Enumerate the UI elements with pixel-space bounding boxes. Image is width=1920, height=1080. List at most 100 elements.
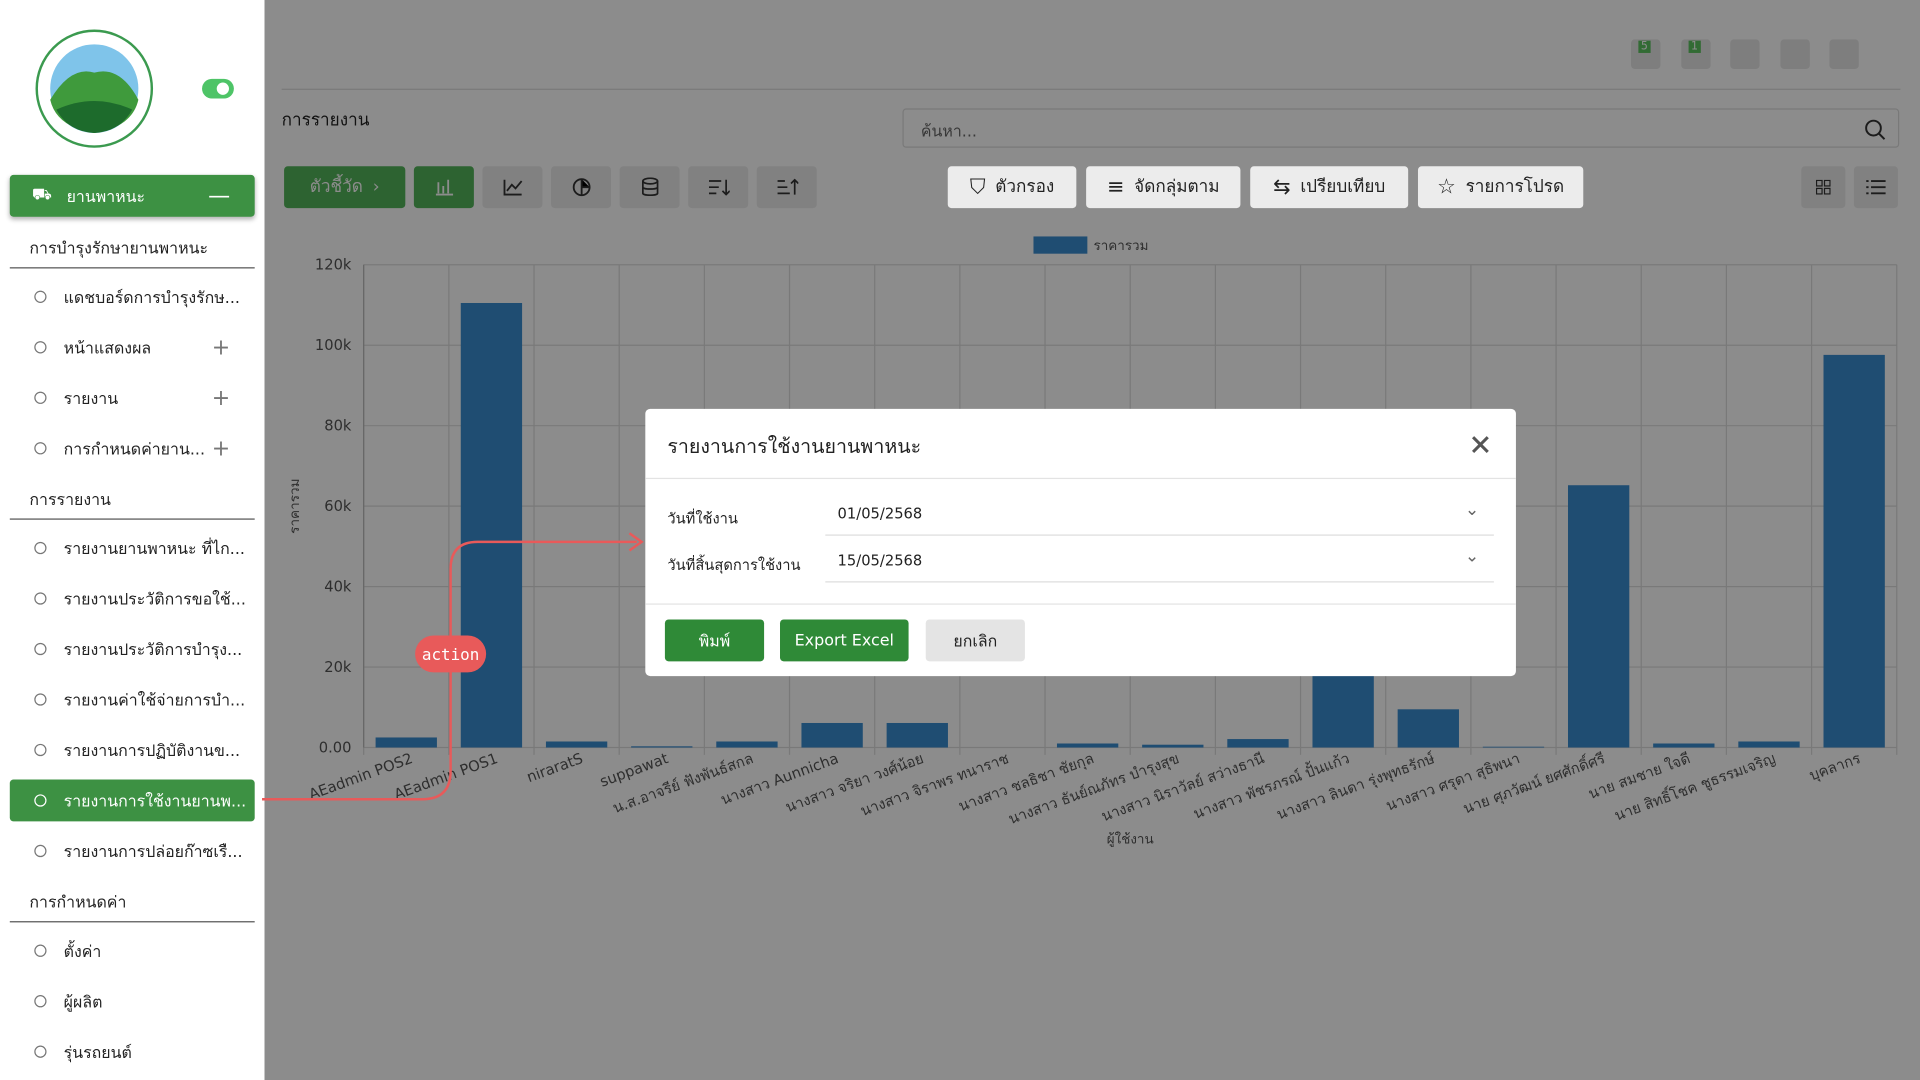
field-value: 01/05/2568 xyxy=(837,504,923,523)
y-tick-label: 40k xyxy=(324,578,352,595)
menu-item[interactable]: แดชบอร์ดการบำรุงรักษ... xyxy=(10,276,255,318)
label: ยกเลิก xyxy=(953,632,998,651)
menu-item[interactable]: รายงานค่าใช้จ่ายการบำ... xyxy=(10,679,255,721)
y-tick-label: 80k xyxy=(324,418,352,435)
toolbar-button[interactable]: ☆ รายการโปรด xyxy=(1417,166,1584,209)
legend-label: ราคารวม xyxy=(1093,238,1148,254)
x-axis-label: ผู้ใช้งาน xyxy=(1107,831,1154,848)
date-field[interactable]: 15/05/2568 ⌄ xyxy=(825,544,1494,583)
expand[interactable]: + xyxy=(211,384,231,411)
bar xyxy=(886,722,948,748)
icon-button[interactable] xyxy=(1829,39,1859,69)
indicator-button[interactable]: ตัวชี้วัด › xyxy=(284,166,406,209)
y-tick-label: 120k xyxy=(315,257,352,274)
menu-item-label: รายงานยานพาหนะ ที่ไก... xyxy=(63,540,245,559)
notify[interactable]: 5 xyxy=(1631,39,1661,69)
menu-item-label: รายงานการปล่อยก๊าซเรื... xyxy=(63,842,243,862)
icon: ☆ xyxy=(1437,174,1456,200)
menu-item[interactable]: ผู้ผลิต xyxy=(10,980,255,1022)
menu-header[interactable]: ⛟ ยานพาหนะ — xyxy=(9,174,255,217)
menu-item[interactable]: การกำหนดค่ายาน... + xyxy=(10,427,255,469)
db-view[interactable] xyxy=(619,166,680,209)
bar xyxy=(1482,746,1545,748)
bullet xyxy=(34,442,47,455)
bullet xyxy=(34,794,47,807)
toolbar-button[interactable]: ⛉ ตัวกรอง xyxy=(947,166,1077,209)
y-tick-label: 0.00 xyxy=(319,739,352,756)
grid-view[interactable] xyxy=(1801,166,1846,209)
bar xyxy=(1227,739,1289,748)
menu-item[interactable]: ตั้งค่า xyxy=(10,930,255,972)
menu-item[interactable]: รายงานประวัติการบำรุง... xyxy=(10,628,255,670)
bullet xyxy=(34,541,47,555)
search-icon xyxy=(1865,119,1886,140)
y-tick-label: 60k xyxy=(324,498,352,515)
menu-item-label: ผู้ผลิต xyxy=(63,993,103,1012)
menu-item-label: รายงานการปฏิบัติงานข... xyxy=(63,741,241,761)
bar xyxy=(1567,485,1630,748)
expand[interactable]: + xyxy=(211,435,231,462)
pie-view[interactable] xyxy=(551,166,612,209)
bullet xyxy=(34,995,47,1008)
toolbar-button[interactable]: ⇆ เปรียบเทียบ xyxy=(1250,166,1409,209)
bar xyxy=(716,741,778,748)
label: ตัวชี้วัด xyxy=(309,177,363,198)
section-title: การกำหนดค่า xyxy=(29,894,127,913)
menu-item[interactable]: รายงานการใช้งานยานพ... xyxy=(9,779,255,822)
bar xyxy=(1823,354,1885,748)
field-label: วันที่ใช้งาน xyxy=(667,509,738,528)
icon-button[interactable] xyxy=(1730,39,1760,69)
list-view[interactable] xyxy=(1853,166,1898,209)
menu-item[interactable]: หน้าแสดงผล + xyxy=(10,326,255,368)
label: รายการโปรด xyxy=(1465,177,1565,198)
divider xyxy=(281,88,1901,90)
search[interactable]: ค้นหา... xyxy=(902,108,1900,148)
notify[interactable]: 1 xyxy=(1681,39,1711,69)
menu-item[interactable]: รายงานการปฏิบัติงานข... xyxy=(10,729,255,771)
bullet xyxy=(34,391,47,404)
dialog-button[interactable]: ยกเลิก xyxy=(925,619,1025,662)
annotation-label: action xyxy=(422,645,479,664)
bar xyxy=(545,741,608,748)
dialog-button[interactable]: พิมพ์ xyxy=(664,619,765,662)
sort-asc[interactable] xyxy=(756,166,817,209)
bar xyxy=(1397,709,1459,748)
toolbar-button[interactable]: ≡ จัดกลุ่มตาม xyxy=(1086,166,1241,209)
bar xyxy=(1653,743,1715,748)
avatar[interactable] xyxy=(1780,39,1810,69)
bar xyxy=(801,722,863,748)
icon: ≡ xyxy=(1106,174,1125,200)
sort-desc[interactable] xyxy=(688,166,749,209)
bullet xyxy=(34,1045,47,1058)
toggle[interactable] xyxy=(202,78,234,99)
close[interactable] xyxy=(1471,435,1491,455)
bullet xyxy=(34,743,47,757)
bar xyxy=(631,746,693,748)
section-title: การบำรุงรักษายานพาหนะ xyxy=(29,240,209,259)
menu-item[interactable]: รายงานยานพาหนะ ที่ไก... xyxy=(10,527,255,569)
expand[interactable]: + xyxy=(211,334,231,361)
menu-item[interactable]: รายงานการปล่อยก๊าซเรื... xyxy=(10,830,255,872)
annotation-pill xyxy=(415,635,487,673)
menu-item[interactable]: รุ่นรถยนต์ xyxy=(10,1031,255,1073)
menu-item-label: รายงานประวัติการบำรุง... xyxy=(63,640,243,660)
dialog-button[interactable]: Export Excel xyxy=(780,619,909,662)
logo xyxy=(35,29,154,148)
line-view[interactable] xyxy=(482,166,543,209)
dialog-title: รายงานการใช้งานยานพาหนะ xyxy=(667,434,922,459)
menu-item-label: การกำหนดค่ายาน... xyxy=(63,440,206,459)
bullet xyxy=(34,341,47,354)
label: พิมพ์ xyxy=(698,632,731,651)
date-field[interactable]: 01/05/2568 ⌄ xyxy=(825,498,1494,536)
menu-item-label: หน้าแสดงผล xyxy=(63,339,152,358)
menu-item[interactable]: รายงานประวัติการขอใช้... xyxy=(10,578,255,620)
chevron: ⌄ xyxy=(1464,546,1480,567)
menu-item[interactable]: รายงาน + xyxy=(10,377,255,419)
field-label: วันที่สิ้นสุดการใช้งาน xyxy=(667,556,801,574)
chart: ราคารวม 0.00 20k 40k 60k 80k 100k 120k ราคารวมผู… xyxy=(287,236,1898,848)
bar-view[interactable] xyxy=(413,166,474,209)
sidebar: ⛟ ยานพาหนะ — การบำรุงรักษายานพาหนะแดชบอร์ด… xyxy=(0,0,265,1080)
search-placeholder: ค้นหา... xyxy=(920,123,977,142)
section-line xyxy=(9,267,255,269)
